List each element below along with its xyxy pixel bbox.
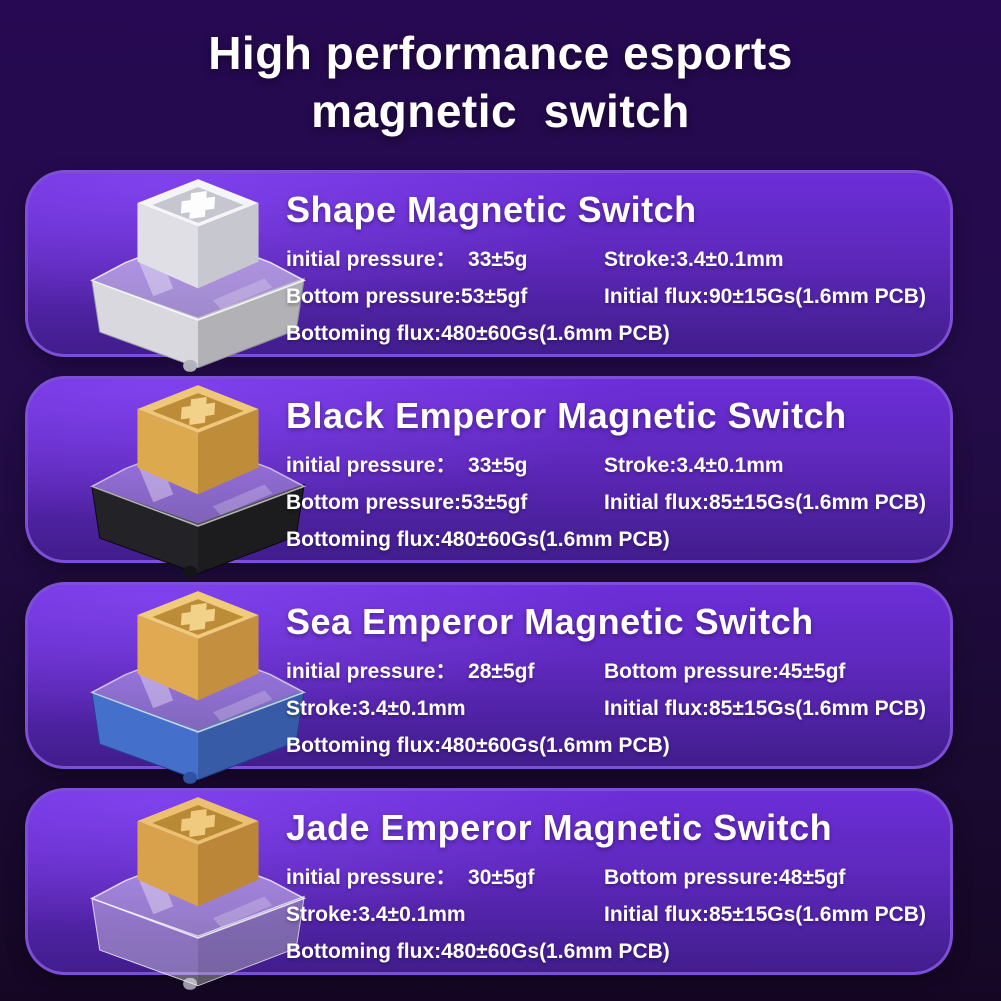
spec-stroke: Stroke:3.4±0.1mm [604,248,784,271]
black-emperor-switch-image [89,385,307,578]
spec-grid: initial pressure： 33±5g Stroke:3.4±0.1mm… [286,447,932,558]
switch-card-shape: Shape Magnetic Switch initial pressure： … [25,170,953,372]
spec-stroke: Stroke:3.4±0.1mm [286,903,466,926]
jade-emperor-switch-image [89,797,307,990]
page-title: High performance esports magnetic switch [0,24,1001,140]
switch-cap-right-face [198,409,259,495]
spec-initial-flux: Initial flux:85±15Gs(1.6mm PCB) [604,697,926,720]
spec-bottom-pressure: Bottom pressure:48±5gf [604,866,846,889]
switch-pin [183,771,198,784]
switch-cap-right-face [198,203,259,289]
spec-stroke: Stroke:3.4±0.1mm [286,697,466,720]
switch-cap-left-face [137,821,198,907]
switch-cap-left-face [137,203,198,289]
spec-initial-flux: Initial flux:85±15Gs(1.6mm PCB) [604,491,926,514]
page-title-line2: magnetic switch [311,85,690,137]
spec-bottoming-flux: Bottoming flux:480±60Gs(1.6mm PCB) [286,528,670,551]
switch-cap-right-face [198,615,259,701]
switch-pin [183,359,198,372]
spec-initial-flux: Initial flux:90±15Gs(1.6mm PCB) [604,285,926,308]
switch-base-shade [198,690,305,780]
switch-cap-right-face [198,821,259,907]
switch-base-shade [198,896,305,986]
spec-bottom-pressure: Bottom pressure:53±5gf [286,285,528,308]
spec-initial-pressure: initial pressure： 28±5gf [286,660,535,683]
switch-housing-highlight2 [212,690,273,722]
switch-base-shade [198,484,305,574]
spec-bottoming-flux: Bottoming flux:480±60Gs(1.6mm PCB) [286,322,670,345]
spec-bottoming-flux: Bottoming flux:480±60Gs(1.6mm PCB) [286,940,670,963]
card-title: Black Emperor Magnetic Switch [286,395,847,436]
spec-initial-flux: Initial flux:85±15Gs(1.6mm PCB) [604,903,926,926]
switch-housing-highlight2 [212,484,273,516]
spec-grid: initial pressure： 28±5gf Bottom pressure… [286,653,932,764]
spec-initial-pressure: initial pressure： 33±5g [286,248,528,271]
switch-cap-cross [180,396,216,426]
card-title: Jade Emperor Magnetic Switch [286,807,833,848]
switch-card-sea-emperor: Sea Emperor Magnetic Switch initial pres… [25,582,953,784]
switch-housing-highlight2 [212,278,273,310]
card-title: Sea Emperor Magnetic Switch [286,601,814,642]
page-title-line1: High performance esports [208,27,793,79]
spec-bottom-pressure: Bottom pressure:53±5gf [286,491,528,514]
switch-card-jade-emperor: Jade Emperor Magnetic Switch initial pre… [25,788,953,990]
shape-switch-image [89,179,307,372]
spec-initial-pressure: initial pressure： 30±5gf [286,866,535,889]
switch-cap-left-face [137,409,198,495]
switch-pin [183,977,198,990]
switch-card-black-emperor: Black Emperor Magnetic Switch initial pr… [25,376,953,578]
switch-cap-cross [180,190,216,220]
switch-pin [183,565,198,578]
switch-housing-highlight2 [212,896,273,928]
card-title: Shape Magnetic Switch [286,189,697,230]
spec-initial-pressure: initial pressure： 33±5g [286,454,528,477]
switch-base-shade [198,278,305,368]
spec-grid: initial pressure： 30±5gf Bottom pressure… [286,859,932,970]
spec-grid: initial pressure： 33±5g Stroke:3.4±0.1mm… [286,241,932,352]
sea-emperor-switch-image [89,591,307,784]
switch-cap-cross [180,602,216,632]
spec-bottom-pressure: Bottom pressure:45±5gf [604,660,846,683]
spec-stroke: Stroke:3.4±0.1mm [604,454,784,477]
switch-cap-cross [180,808,216,838]
spec-bottoming-flux: Bottoming flux:480±60Gs(1.6mm PCB) [286,734,670,757]
switch-cap-left-face [137,615,198,701]
